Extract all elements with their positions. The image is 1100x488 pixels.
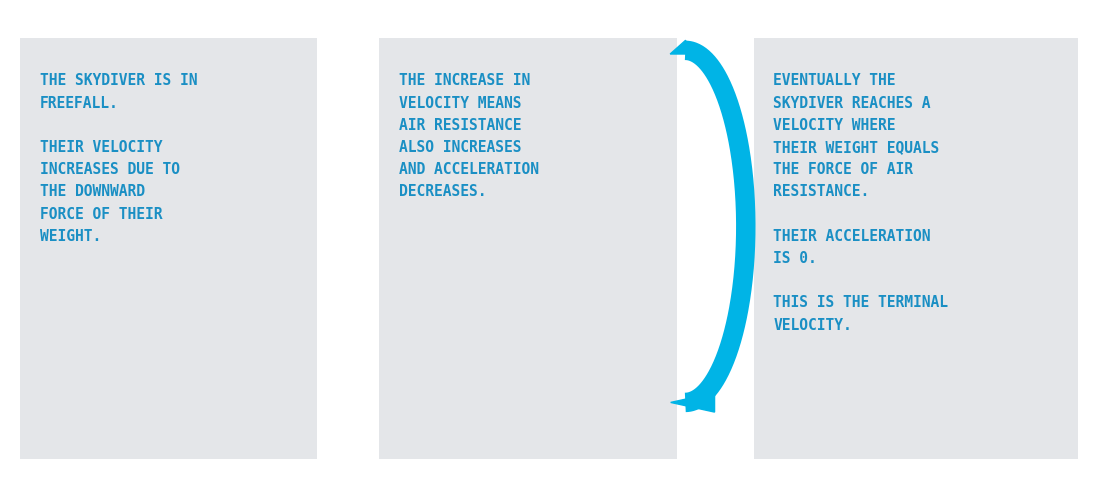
FancyBboxPatch shape — [20, 39, 317, 459]
Polygon shape — [670, 41, 701, 55]
FancyBboxPatch shape — [754, 39, 1078, 459]
FancyBboxPatch shape — [379, 39, 676, 459]
Text: THE SKYDIVER IS IN
FREEFALL.

THEIR VELOCITY
INCREASES DUE TO
THE DOWNWARD
FORCE: THE SKYDIVER IS IN FREEFALL. THEIR VELOC… — [40, 73, 197, 243]
Text: THE INCREASE IN
VELOCITY MEANS
AIR RESISTANCE
ALSO INCREASES
AND ACCELERATION
DE: THE INCREASE IN VELOCITY MEANS AIR RESIS… — [399, 73, 539, 199]
Text: EVENTUALLY THE
SKYDIVER REACHES A
VELOCITY WHERE
THEIR WEIGHT EQUALS
THE FORCE O: EVENTUALLY THE SKYDIVER REACHES A VELOCI… — [773, 73, 948, 332]
Polygon shape — [671, 393, 715, 412]
